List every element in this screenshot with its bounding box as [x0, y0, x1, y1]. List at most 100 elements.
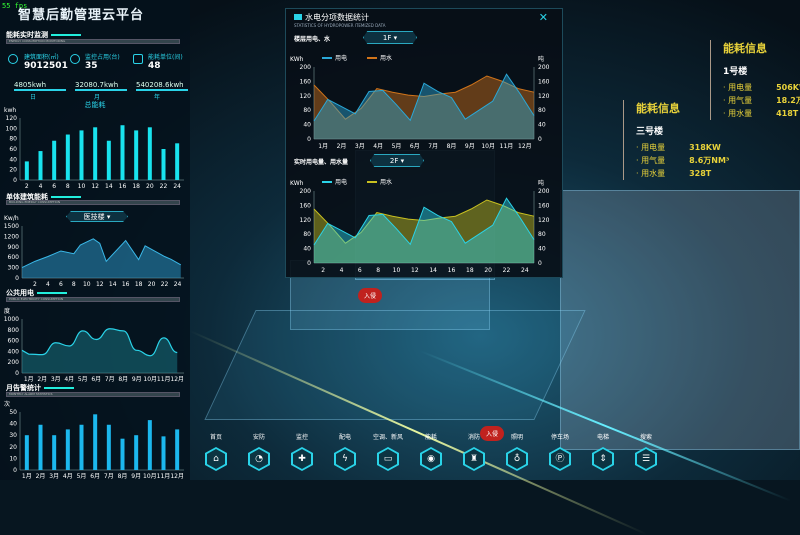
- y-tick-label: 800: [8, 327, 20, 334]
- y-tick-label: 60: [9, 146, 17, 153]
- house-icon: [133, 54, 143, 64]
- x-tick-label: 6月: [91, 376, 101, 383]
- building-select[interactable]: 医技楼 ▾: [66, 211, 128, 222]
- x-tick-label: 14: [105, 183, 113, 190]
- section-title: 公共用电: [6, 288, 67, 298]
- nav-item[interactable]: 首页 ⌂: [196, 432, 236, 480]
- x-tick-label: 1月: [24, 376, 34, 383]
- nav-icon: ⌂: [205, 447, 227, 471]
- x-tick-label: 24: [174, 281, 182, 288]
- building-model[interactable]: [560, 190, 800, 450]
- y-tick-label: 40: [303, 246, 311, 253]
- section-subtitle: PUBLIC ELECTRICITY CONSUMPTION: [6, 297, 180, 302]
- x-tick-label: 7月: [428, 143, 438, 149]
- info-building: 1号楼: [723, 67, 748, 77]
- y-tick-label: 160: [300, 78, 312, 85]
- x-tick-label: 24: [521, 267, 529, 274]
- info-title: 能耗信息: [723, 42, 767, 55]
- x-tick-label: 3月: [51, 376, 61, 383]
- nav-icon: ♁: [506, 447, 528, 471]
- x-tick-label: 10月: [143, 473, 157, 480]
- nav-label: 照明: [510, 434, 523, 441]
- x-tick-label: 6: [59, 281, 63, 288]
- nav-item[interactable]: 配电 ϟ: [325, 432, 365, 480]
- period-month: 月: [94, 94, 101, 101]
- nav-item[interactable]: 能耗 ◉: [411, 432, 451, 480]
- x-tick-label: 6月: [90, 473, 100, 480]
- camera-circle-icon: [70, 54, 80, 64]
- nav-icon: ◉: [420, 447, 442, 471]
- x-tick-label: 10: [78, 183, 86, 190]
- y-tick-label: 200: [8, 359, 20, 366]
- area-fill: [314, 76, 534, 139]
- left-panel: 55 fps 智慧后勤管理云平台 能耗实时监测 ENERGY CONSUMPTI…: [0, 0, 190, 480]
- nav-icon: ⇕: [592, 447, 614, 471]
- stat-units: 能耗单位(间) 48: [148, 54, 183, 71]
- nav-label: 搜索: [639, 434, 652, 441]
- intrusion-alert-pin[interactable]: 入侵: [358, 288, 383, 303]
- close-icon[interactable]: ✕: [538, 11, 548, 24]
- bar: [24, 161, 29, 180]
- x-tick-label: 3月: [355, 143, 365, 149]
- bar: [52, 140, 57, 180]
- x-tick-label: 22: [160, 183, 168, 190]
- bar: [120, 438, 125, 470]
- x-tick-label: 12: [91, 183, 99, 190]
- window-icon: [294, 14, 302, 20]
- y-tick-label: 300: [8, 265, 20, 272]
- x-tick-label: 18: [132, 183, 140, 190]
- y-tick-label: 0: [307, 136, 311, 143]
- x-tick-label: 2: [25, 183, 29, 190]
- total-energy-chart-title: 总能耗: [84, 101, 106, 109]
- bar: [65, 429, 70, 470]
- nav-label: 首页: [209, 434, 222, 441]
- y-tick-label: 80: [9, 136, 17, 143]
- y2-tick-label: 200: [538, 188, 550, 195]
- nav-icon: ◔: [248, 447, 270, 471]
- y-tick-label: 600: [8, 338, 20, 345]
- nav-item[interactable]: 电梯 ⇕: [583, 432, 623, 480]
- section-subtitle: ENERGY CONSUMPTION MONITORING: [6, 39, 180, 44]
- intrusion-alert-pin[interactable]: 入侵: [480, 426, 505, 441]
- section-title: 能耗实时监测: [6, 30, 81, 40]
- y-tick-label: 600: [8, 254, 20, 261]
- y-tick-label: 20: [9, 167, 17, 174]
- nav-item[interactable]: 监控 ✚: [282, 432, 322, 480]
- x-tick-label: 11月: [500, 143, 514, 149]
- x-tick-label: 2月: [37, 376, 47, 383]
- nav-item[interactable]: 消防 ♜: [454, 432, 494, 480]
- y-tick-label: 1200: [4, 233, 19, 240]
- nav-label: 配电: [338, 434, 351, 441]
- total-year: 540208.6kwh: [136, 81, 188, 91]
- y-tick-label: 80: [303, 107, 311, 114]
- y-tick-label: 900: [8, 244, 20, 251]
- y-tick-label: 50: [9, 409, 17, 416]
- energy-info-building-3[interactable]: 能耗信息 三号楼 · 用电量 318KW · 用气量 8.6万NM³ · 用水量 32…: [623, 100, 729, 180]
- legend-label: 用电: [335, 54, 347, 62]
- y-tick-label: 1500: [4, 223, 19, 230]
- x-tick-label: 4: [340, 267, 344, 274]
- nav-item[interactable]: 搜索 ☰: [626, 432, 666, 480]
- bar: [175, 429, 180, 470]
- series-line: [313, 197, 535, 246]
- bar: [175, 143, 180, 180]
- y2-tick-label: 0: [538, 260, 542, 267]
- nav-item[interactable]: 空调、新风 ▭: [368, 432, 408, 480]
- floor-select-2[interactable]: 2F ▾: [370, 154, 424, 167]
- series-line: [313, 73, 535, 122]
- section-title: 单体建筑能耗: [6, 192, 81, 202]
- nav-item[interactable]: 停车场 Ⓟ: [540, 432, 580, 480]
- nav-icon: Ⓟ: [549, 447, 571, 471]
- y-axis-label: 次: [4, 400, 10, 408]
- nav-icon: ▭: [377, 447, 399, 471]
- floor-select-1[interactable]: 1F ▾: [363, 31, 417, 44]
- bar: [147, 127, 152, 180]
- x-tick-label: 7月: [105, 376, 115, 383]
- y-axis-label: kwh: [4, 107, 16, 114]
- x-tick-label: 16: [119, 183, 127, 190]
- nav-item[interactable]: 照明 ♁: [497, 432, 537, 480]
- stat-monitor: 监控占用(台) 35: [85, 54, 120, 71]
- nav-item[interactable]: 安防 ◔: [239, 432, 279, 480]
